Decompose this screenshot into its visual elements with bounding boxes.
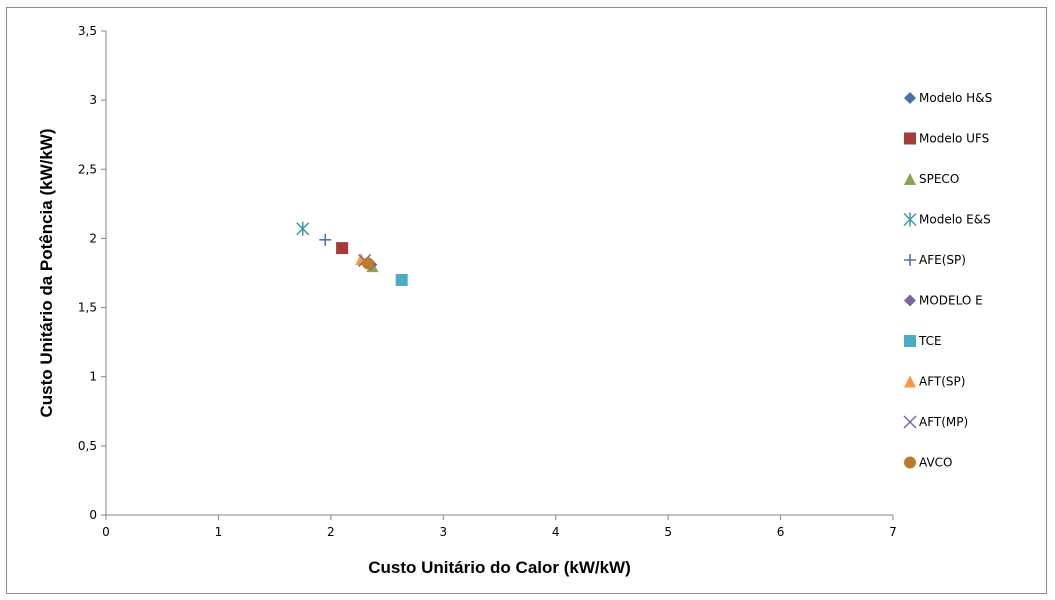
legend-item: AFT(SP) [904, 375, 965, 389]
legend-marker [904, 173, 916, 185]
legend-label: MODELO E [919, 294, 983, 308]
legend: Modelo H&S Modelo UFS SPECO Modelo E&S AFE(S… [903, 91, 992, 470]
legend-item: Modelo E&S [903, 212, 991, 227]
data-point [336, 242, 349, 255]
y-tick-label: 0 [89, 508, 97, 522]
legend-marker [904, 294, 916, 307]
legend-item: Modelo UFS [904, 132, 989, 146]
data-point [319, 233, 332, 246]
y-tick-label: 1,5 [78, 301, 97, 315]
x-tick-label: 3 [439, 525, 447, 539]
legend-marker [904, 92, 916, 104]
legend-item: SPECO [904, 172, 959, 186]
legend-marker [904, 132, 916, 145]
chart-frame [6, 7, 1047, 594]
legend-label: AFE(SP) [919, 253, 966, 267]
legend-label: TCE [918, 334, 942, 348]
x-tick-label: 2 [327, 525, 335, 539]
y-tick-label: 2,5 [78, 162, 97, 176]
axes [105, 31, 893, 516]
y-axis-title: Custo Unitário da Potência (kW/kW) [37, 128, 56, 417]
data-point [296, 221, 310, 236]
legend-marker [904, 254, 916, 266]
legend-label: AFT(SP) [919, 375, 965, 389]
legend-item: AFT(MP) [903, 415, 968, 429]
legend-label: Modelo E&S [919, 213, 991, 227]
legend-marker [904, 375, 916, 388]
legend-label: Modelo UFS [919, 132, 989, 146]
x-tick-label: 6 [777, 525, 785, 539]
legend-item: AVCO [904, 456, 952, 470]
legend-label: Modelo H&S [919, 91, 992, 105]
y-axis-ticks: 0 0,5 1 1,5 2 2,5 3 3,5 [78, 24, 106, 522]
x-tick-label: 7 [889, 525, 897, 539]
y-tick-label: 1 [89, 370, 97, 384]
legend-item: TCE [904, 334, 942, 348]
data-point [361, 257, 374, 270]
y-tick-label: 2 [89, 231, 97, 245]
x-tick-label: 1 [215, 525, 223, 539]
x-axis-title: Custo Unitário do Calor (kW/kW) [368, 558, 631, 577]
legend-label: AFT(MP) [919, 415, 968, 429]
x-tick-label: 5 [664, 525, 672, 539]
legend-marker [903, 415, 917, 429]
x-axis-ticks: 0 1 2 3 4 5 6 7 [102, 515, 897, 539]
legend-item: Modelo H&S [904, 91, 992, 105]
y-tick-label: 0,5 [78, 439, 97, 453]
y-tick-label: 3,5 [78, 24, 97, 38]
legend-marker [904, 456, 916, 469]
y-tick-label: 3 [89, 93, 97, 107]
data-point [395, 273, 408, 286]
data-points [296, 221, 408, 286]
legend-item: AFE(SP) [904, 253, 966, 267]
legend-label: AVCO [919, 456, 952, 470]
legend-marker [903, 212, 917, 227]
x-tick-label: 4 [552, 525, 560, 539]
legend-marker [904, 335, 916, 347]
legend-item: MODELO E [904, 294, 983, 308]
legend-label: SPECO [919, 172, 959, 186]
x-tick-label: 0 [102, 525, 110, 539]
